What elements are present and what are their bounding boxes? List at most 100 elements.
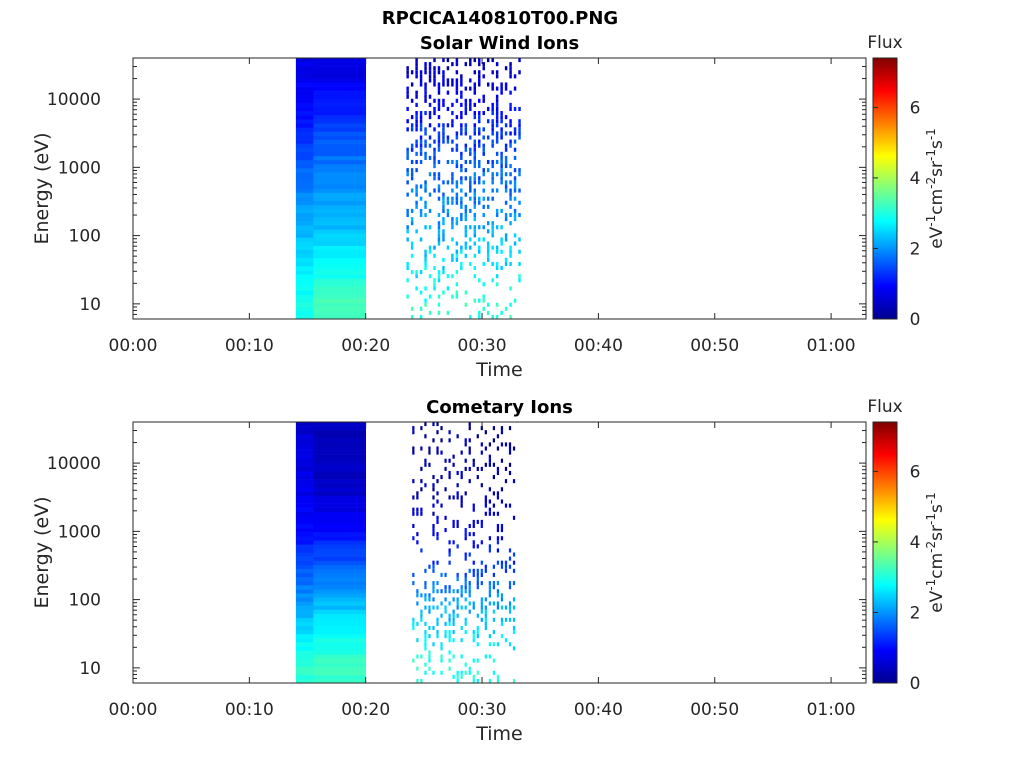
heatmap-cell — [428, 111, 432, 116]
heatmap-cell — [437, 229, 441, 234]
heatmap-cell — [313, 462, 366, 468]
heatmap-cell — [295, 90, 314, 96]
heatmap-cell — [446, 208, 450, 213]
heatmap-cell — [464, 597, 467, 602]
heatmap-cell — [295, 294, 314, 299]
heatmap-cell — [460, 180, 463, 185]
heatmap-cell — [295, 310, 314, 316]
heatmap-cell — [436, 536, 439, 541]
heatmap-cell — [295, 532, 314, 537]
heatmap-cell — [432, 495, 435, 500]
heatmap-cell — [424, 638, 427, 643]
heatmap-cell — [428, 658, 431, 663]
heatmap-cell — [473, 82, 477, 87]
heatmap-cell — [410, 253, 414, 258]
heatmap-cell — [313, 621, 366, 627]
heatmap-cell — [460, 127, 463, 132]
heatmap-cell — [452, 462, 455, 467]
heatmap-cell — [469, 176, 472, 181]
heatmap-cell — [486, 310, 490, 315]
heatmap-cell — [455, 221, 459, 226]
heatmap-cell — [313, 212, 366, 218]
heatmap-cell — [444, 466, 447, 471]
heatmap-cell — [410, 168, 414, 173]
heatmap-cell — [313, 204, 366, 210]
heatmap-cell — [508, 642, 512, 647]
heatmap-cell — [415, 229, 418, 234]
heatmap-cell — [478, 225, 481, 230]
heatmap-cell — [452, 454, 455, 459]
heatmap-cell — [440, 438, 443, 443]
heatmap-cell — [488, 548, 491, 553]
heatmap-cell — [295, 597, 314, 602]
heatmap-cell — [433, 58, 436, 63]
heatmap-cell — [433, 139, 436, 144]
heatmap-cell — [496, 528, 500, 533]
heatmap-cell — [406, 225, 409, 230]
heatmap-cell — [313, 589, 366, 594]
heatmap-cell — [442, 265, 445, 271]
heatmap-cell — [313, 106, 366, 112]
heatmap-cell — [313, 495, 366, 500]
heatmap-cell — [455, 62, 459, 67]
heatmap-cell — [464, 217, 468, 222]
heatmap-cell — [478, 196, 481, 201]
heatmap-cell — [428, 446, 431, 451]
heatmap-cell — [313, 487, 366, 492]
heatmap-cell — [448, 666, 451, 671]
heatmap-cell — [488, 442, 491, 447]
heatmap-cell — [406, 168, 409, 173]
heatmap-cell — [488, 634, 491, 639]
colorbar-units: eV-1cm-2sr-1s-1 — [924, 128, 947, 249]
heatmap-cell — [472, 605, 475, 610]
heatmap-cell — [500, 560, 504, 565]
heatmap-cell — [480, 601, 483, 606]
heatmap-cell — [295, 212, 314, 218]
heatmap-cell — [476, 568, 479, 573]
heatmap-cell — [428, 634, 431, 639]
heatmap-cell — [473, 115, 477, 120]
heatmap-cell — [419, 74, 423, 79]
heatmap-cell — [295, 70, 314, 75]
heatmap-cell — [486, 229, 490, 234]
heatmap-cell — [420, 678, 423, 683]
heatmap-cell — [406, 155, 409, 160]
heatmap-cell — [488, 544, 491, 549]
heatmap-cell — [484, 625, 487, 630]
heatmap-cell — [486, 135, 490, 140]
heatmap-cell — [442, 217, 445, 222]
heatmap-cell — [476, 434, 479, 439]
heatmap-cell — [492, 564, 496, 569]
heatmap-cell — [433, 155, 436, 160]
heatmap-cell — [460, 475, 463, 480]
heatmap-cell — [295, 119, 314, 124]
heatmap-cell — [424, 143, 427, 148]
heatmap-cell — [496, 434, 500, 439]
heatmap-cell — [313, 253, 366, 259]
heatmap-cell — [460, 670, 463, 675]
heatmap-cell — [460, 168, 463, 173]
heatmap-cell — [504, 123, 508, 128]
heatmap-cell — [433, 78, 436, 83]
heatmap-cell — [469, 98, 472, 103]
heatmap-cell — [500, 597, 504, 602]
heatmap-cell — [456, 572, 459, 577]
heatmap-cell — [508, 446, 512, 451]
heatmap-cell — [440, 642, 443, 647]
heatmap-cell — [410, 217, 414, 222]
heatmap-cell — [491, 164, 494, 169]
heatmap-cell — [448, 552, 451, 557]
heatmap-cell — [492, 581, 496, 586]
heatmap-cell — [428, 66, 432, 71]
heatmap-cell — [496, 511, 500, 516]
heatmap-cell — [440, 572, 443, 577]
heatmap-cell — [468, 450, 471, 455]
heatmap-cell — [448, 540, 451, 545]
heatmap-cell — [509, 221, 512, 226]
heatmap-cell — [513, 176, 517, 181]
heatmap-cell — [478, 82, 481, 87]
heatmap-cell — [495, 261, 499, 266]
heatmap-cell — [491, 314, 494, 319]
heatmap-cell — [295, 487, 314, 492]
heatmap-cell — [295, 257, 314, 263]
